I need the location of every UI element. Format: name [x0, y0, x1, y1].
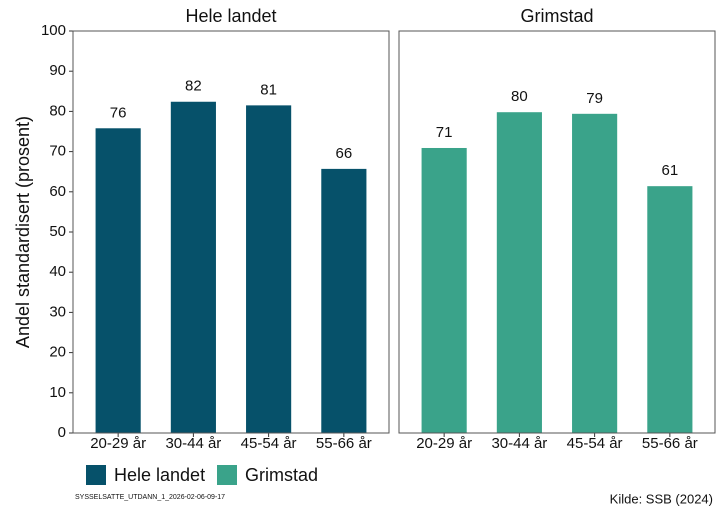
bar — [95, 128, 141, 433]
y-tick-label: 80 — [49, 102, 66, 119]
y-tick-label: 100 — [41, 22, 66, 39]
legend-label: Hele landet — [114, 465, 205, 485]
panel-border — [398, 30, 716, 434]
x-tick-label: 30-44 år — [491, 435, 547, 452]
y-tick-label: 40 — [49, 263, 66, 280]
x-tick-label: 55-66 år — [642, 435, 698, 452]
caption: Kilde: SSB (2024) — [610, 491, 713, 506]
bar — [246, 105, 292, 434]
x-tick-label: 30-44 år — [165, 435, 221, 452]
data-label: 61 — [662, 162, 679, 179]
bar — [647, 186, 693, 433]
data-label: 79 — [586, 90, 603, 107]
x-tick-label: 45-54 år — [241, 435, 297, 452]
data-label: 80 — [511, 88, 528, 105]
data-label: 66 — [336, 145, 353, 162]
x-tick-label: 20-29 år — [416, 435, 472, 452]
data-label: 71 — [436, 124, 453, 141]
legend-swatch — [86, 465, 106, 485]
y-tick-label: 70 — [49, 143, 66, 160]
data-label: 76 — [110, 104, 127, 121]
bar — [321, 168, 367, 434]
legend-swatch — [217, 465, 237, 485]
y-tick-label: 30 — [49, 303, 66, 320]
y-tick-label: 10 — [49, 384, 66, 401]
footer: SYSSELSATTE_UTDANN_1_2026-02-06-09-17 — [75, 494, 225, 501]
panel-title: Hele landet — [185, 6, 276, 26]
panel-title: Grimstad — [520, 6, 593, 26]
y-tick-label: 20 — [49, 344, 66, 361]
x-tick-label: 55-66 år — [316, 435, 372, 452]
y-tick-label: 50 — [49, 223, 66, 240]
y-tick-label: 90 — [49, 62, 66, 79]
data-label: 82 — [185, 78, 202, 95]
legend-label: Grimstad — [245, 465, 318, 485]
bar — [496, 112, 542, 433]
panel-border — [72, 30, 390, 434]
x-tick-label: 20-29 år — [90, 435, 146, 452]
bar — [421, 147, 467, 433]
bar — [572, 113, 618, 433]
y-tick-label: 0 — [58, 424, 66, 441]
bar — [170, 101, 216, 433]
y-tick-label: 60 — [49, 183, 66, 200]
y-axis-label: Andel standardisert (prosent) — [13, 116, 33, 348]
data-label: 81 — [260, 81, 277, 98]
x-tick-label: 45-54 år — [567, 435, 623, 452]
